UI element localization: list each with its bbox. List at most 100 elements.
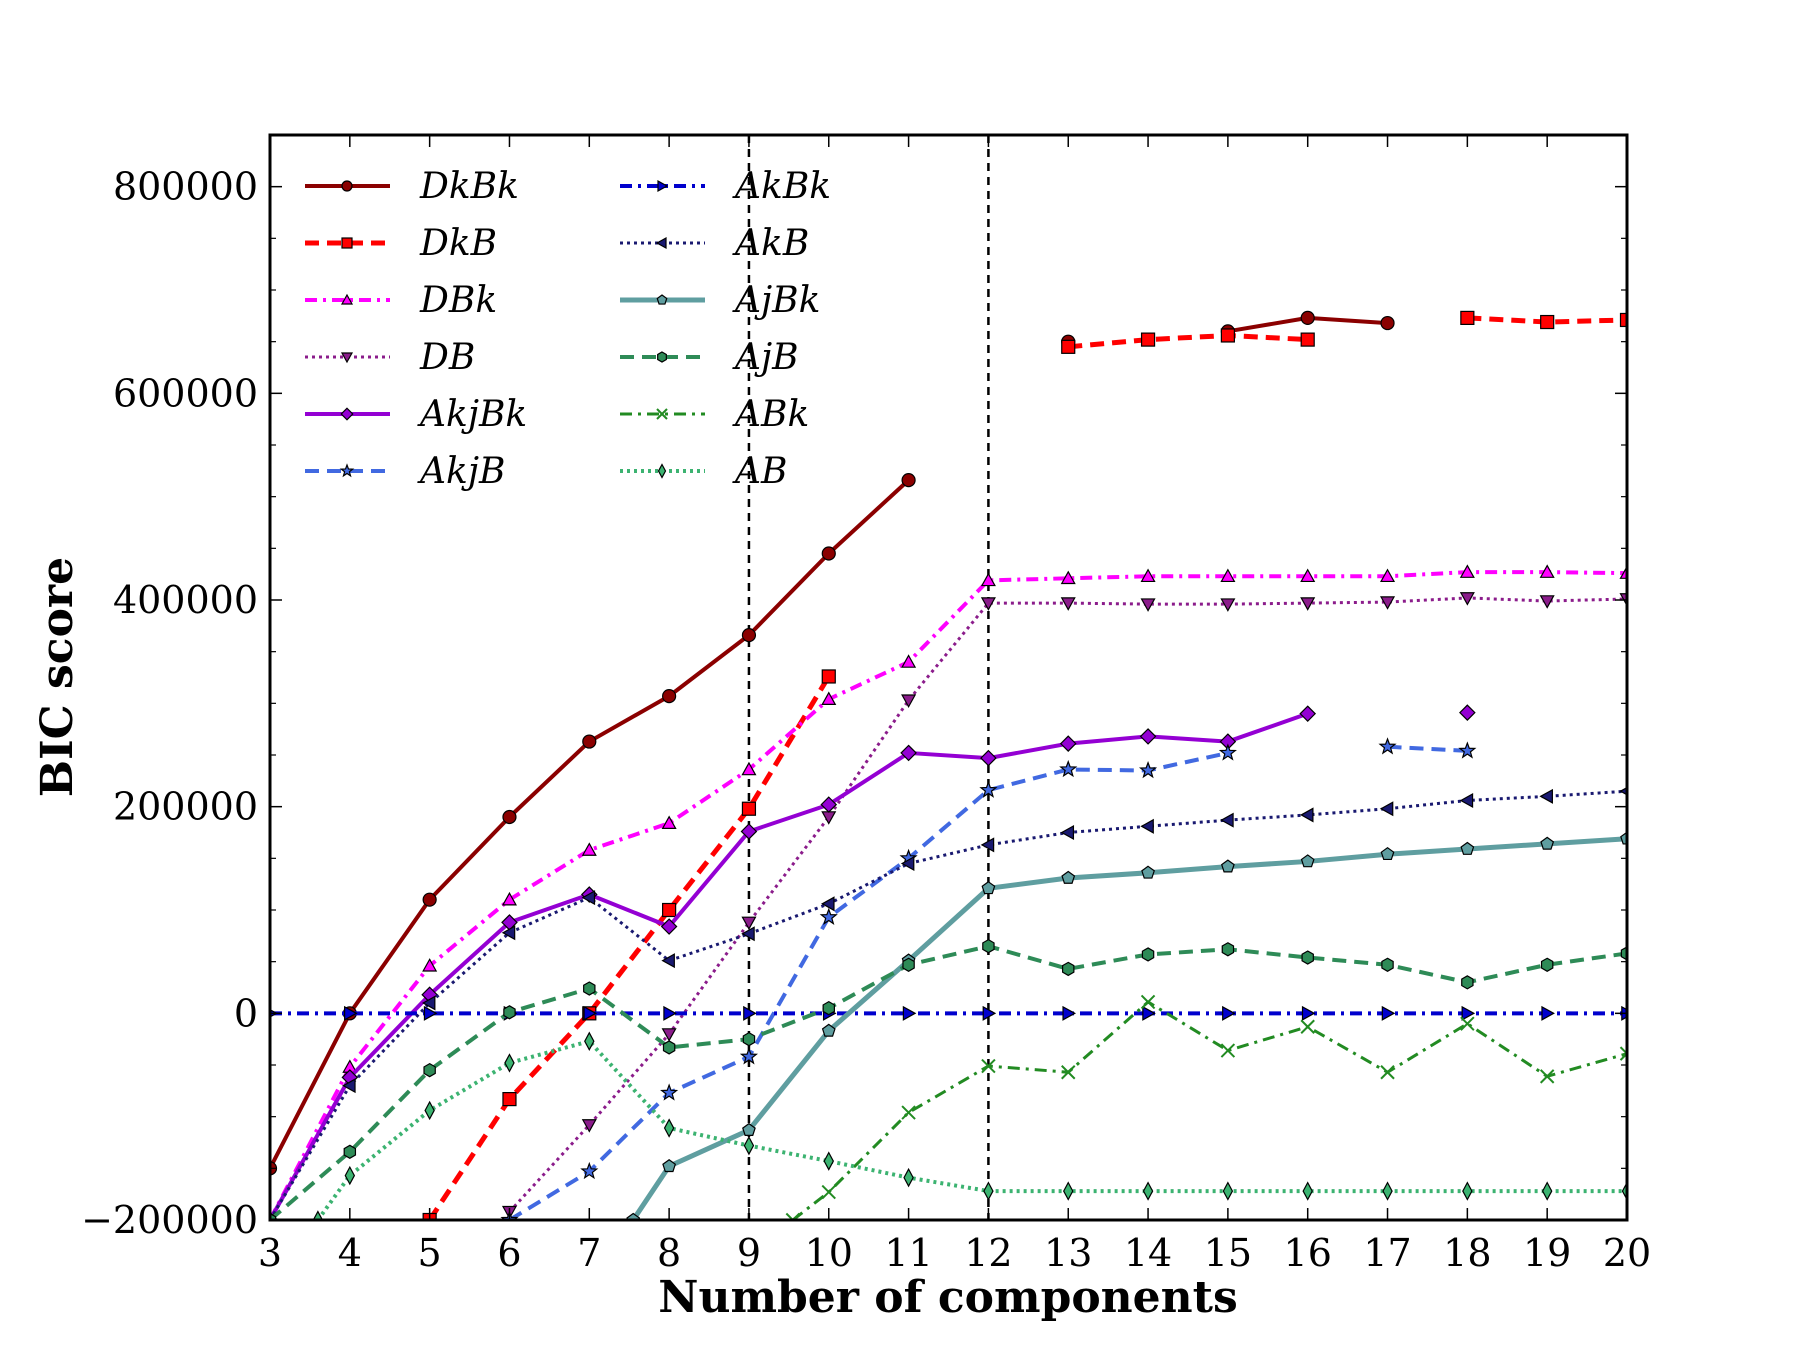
data-point-AjBk bbox=[742, 1122, 756, 1136]
series-line-DkB bbox=[427, 675, 831, 1220]
data-point-DB bbox=[661, 1028, 677, 1042]
series-AkB bbox=[270, 786, 1627, 1220]
data-point-AjB bbox=[1141, 947, 1155, 962]
data-point-DB bbox=[581, 1119, 597, 1133]
data-point-AkjB bbox=[660, 1083, 679, 1101]
data-point-DkB bbox=[502, 1091, 517, 1107]
data-point-DkBk bbox=[582, 734, 597, 749]
data-point-DkB bbox=[1540, 314, 1555, 330]
data-point-DkB bbox=[1061, 339, 1076, 354]
data-point-DkBk bbox=[821, 546, 836, 561]
data-point-AkjB bbox=[739, 1047, 759, 1065]
data-point-ABk bbox=[1460, 1016, 1475, 1031]
legend-label: DB bbox=[419, 337, 475, 378]
series-DBk bbox=[270, 564, 1627, 1220]
x-tick-label: 11 bbox=[884, 1231, 932, 1275]
legend-item-DkB: DkB bbox=[305, 223, 497, 264]
data-point-AjBk bbox=[981, 881, 996, 895]
data-point-AB bbox=[504, 1053, 515, 1073]
legend-marker bbox=[340, 352, 354, 364]
y-tick-label: 800000 bbox=[113, 165, 258, 209]
data-point-DkB bbox=[821, 669, 836, 684]
data-point-AkjBk bbox=[1299, 705, 1317, 722]
data-point-DBk bbox=[1539, 564, 1555, 578]
series-line-AkjBk bbox=[270, 711, 1309, 1220]
data-point-AkBk bbox=[743, 1005, 757, 1021]
y-tick-label: −200000 bbox=[81, 1198, 258, 1242]
legend-item-AkjB: AkjB bbox=[305, 451, 505, 492]
data-point-AjB bbox=[742, 1031, 756, 1047]
data-point-AB bbox=[1541, 1181, 1553, 1201]
y-tick-label: 600000 bbox=[113, 371, 258, 415]
series-AkjB bbox=[500, 737, 1477, 1220]
data-point-AkBk bbox=[1142, 1005, 1156, 1021]
data-point-AkB bbox=[741, 926, 755, 942]
legend-marker bbox=[657, 351, 667, 363]
x-tick-label: 13 bbox=[1044, 1231, 1092, 1275]
data-point-ABk bbox=[1380, 1065, 1395, 1080]
data-point-AkB bbox=[581, 890, 596, 906]
legend-item-AjBk: AjBk bbox=[620, 280, 820, 321]
x-tick-label: 5 bbox=[418, 1231, 442, 1275]
series-DB bbox=[501, 592, 1627, 1220]
y-tick-label: 400000 bbox=[113, 578, 258, 622]
data-point-AjB bbox=[822, 1000, 835, 1016]
data-point-AkB bbox=[1060, 824, 1075, 841]
data-point-AB bbox=[903, 1167, 914, 1188]
y-tick-label: 0 bbox=[234, 991, 258, 1035]
x-axis-title: Number of components bbox=[658, 1272, 1238, 1323]
data-point-ABk bbox=[821, 1184, 836, 1200]
data-point-AjBk bbox=[821, 1023, 836, 1037]
legend-label: AkBk bbox=[732, 166, 831, 207]
data-point-DkB bbox=[1619, 312, 1627, 328]
data-point-AjBk bbox=[1540, 836, 1555, 850]
data-point-AkBk bbox=[1381, 1005, 1396, 1021]
legend-marker bbox=[657, 463, 667, 479]
legend-marker bbox=[341, 180, 353, 192]
legend-label: AjB bbox=[732, 337, 799, 378]
data-point-DBk bbox=[1220, 568, 1236, 583]
data-point-AkjBk bbox=[1459, 704, 1476, 721]
data-point-ABk bbox=[1539, 1069, 1555, 1084]
data-point-AB bbox=[344, 1165, 356, 1186]
data-point-DB bbox=[1539, 595, 1555, 609]
series-AjBk bbox=[626, 831, 1627, 1220]
data-point-AjBk bbox=[1300, 854, 1315, 868]
data-point-AjB bbox=[1301, 950, 1314, 965]
series-AB bbox=[312, 1031, 1627, 1220]
data-point-AkjBk bbox=[820, 796, 838, 813]
legend-item-AkB: AkB bbox=[620, 223, 809, 264]
data-point-AkjB bbox=[1458, 741, 1477, 759]
legend-item-DBk: DBk bbox=[305, 280, 497, 321]
data-point-AkjBk bbox=[900, 744, 917, 762]
data-point-AjBk bbox=[1380, 846, 1395, 861]
data-point-DBk bbox=[901, 654, 917, 668]
data-point-AB bbox=[823, 1151, 834, 1171]
legend-item-AB: AB bbox=[620, 451, 787, 492]
x-tick-label: 9 bbox=[737, 1231, 761, 1275]
data-point-AjB bbox=[343, 1144, 357, 1159]
legend-item-ABk: ABk bbox=[620, 394, 809, 435]
data-point-AkBk bbox=[583, 1005, 598, 1021]
series-ABk bbox=[785, 994, 1627, 1220]
data-point-DB bbox=[1459, 592, 1475, 606]
data-point-AB bbox=[743, 1135, 755, 1156]
data-point-DkB bbox=[1140, 332, 1156, 347]
data-point-AjB bbox=[1381, 957, 1394, 972]
x-tick-label: 20 bbox=[1603, 1231, 1651, 1275]
series-DkB bbox=[422, 310, 1627, 1220]
data-point-AB bbox=[424, 1100, 435, 1121]
x-tick-label: 10 bbox=[805, 1231, 853, 1275]
data-point-DBk bbox=[1619, 565, 1627, 579]
x-tick-label: 6 bbox=[497, 1231, 521, 1275]
legend-marker bbox=[341, 237, 353, 249]
data-point-AjB bbox=[1062, 961, 1075, 977]
data-point-ABk bbox=[901, 1105, 916, 1120]
x-tick-label: 15 bbox=[1204, 1231, 1252, 1275]
legend-marker bbox=[656, 294, 668, 305]
data-point-DB bbox=[1220, 598, 1236, 612]
data-point-AkB bbox=[821, 896, 835, 912]
legend-label: AB bbox=[732, 451, 787, 492]
data-point-AjBk bbox=[1460, 841, 1475, 855]
legend-marker bbox=[340, 407, 354, 421]
